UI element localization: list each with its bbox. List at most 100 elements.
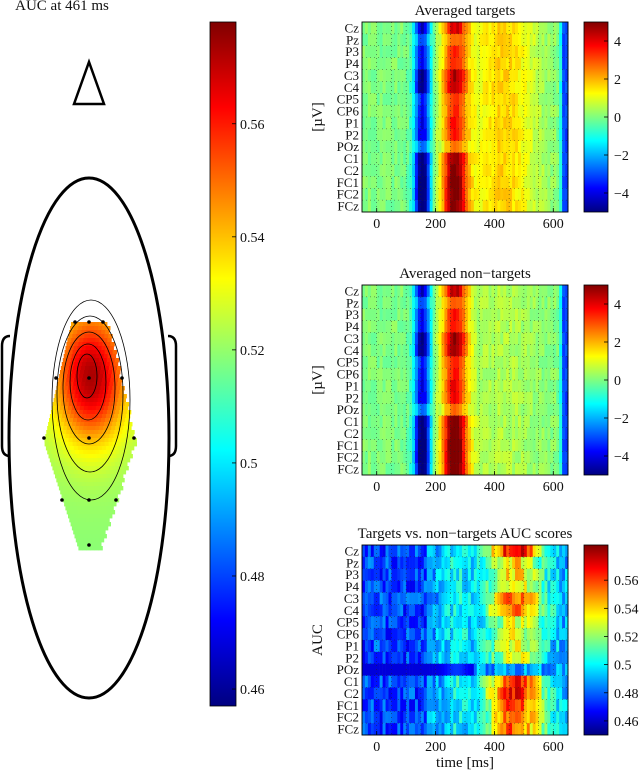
heatmap-cell <box>467 81 472 94</box>
topomap-cell <box>106 358 112 363</box>
heatmap-cell <box>423 93 428 106</box>
heatmap-cell <box>376 640 380 653</box>
heatmap-cell <box>400 463 404 476</box>
heatmap-cell <box>444 663 448 676</box>
heatmap-cell <box>420 105 425 118</box>
heatmap-cell <box>435 320 439 333</box>
heatmap-cell <box>432 663 436 676</box>
topomap-cell <box>53 398 58 403</box>
heatmap-cell <box>391 545 395 558</box>
topomap-cell <box>60 438 65 443</box>
topomap-cell <box>69 414 75 419</box>
heatmap-cell <box>488 57 492 70</box>
topomap-cell <box>93 518 98 523</box>
heatmap-cell <box>417 640 422 653</box>
heatmap-cell <box>364 545 369 558</box>
heatmap-cell <box>385 427 389 440</box>
heatmap-cell <box>512 711 516 724</box>
heatmap-cell <box>397 152 401 165</box>
heatmap-cell <box>429 320 433 333</box>
heatmap-cell <box>403 463 407 476</box>
topomap-cell <box>88 422 93 427</box>
heatmap-cell <box>485 651 489 665</box>
heatmap-cell <box>435 391 439 405</box>
heatmap-cell <box>441 628 445 641</box>
heatmap-cell <box>362 356 366 369</box>
heatmap-cell <box>515 427 519 440</box>
heatmap-cell <box>364 164 369 177</box>
topomap-cell <box>100 350 105 355</box>
heatmap-cell <box>491 356 495 369</box>
heatmap-cell <box>417 451 422 464</box>
heatmap-cell <box>476 640 481 653</box>
topomap-cell <box>94 378 99 383</box>
heatmap-cell <box>444 332 448 345</box>
topomap-cell <box>76 422 81 427</box>
heatmap-cell <box>362 545 366 558</box>
heatmap-cell <box>397 176 401 189</box>
topomap-cell <box>97 382 102 387</box>
heatmap-cell <box>565 439 569 452</box>
heatmap-cell <box>414 22 419 35</box>
heatmap-cell <box>517 45 522 58</box>
topomap-cell <box>86 326 91 331</box>
heatmap-cell <box>447 545 451 558</box>
heatmap-cell <box>406 128 410 142</box>
heatmap-cell <box>485 427 489 440</box>
heatmap-cell <box>482 164 486 177</box>
heatmap-cell <box>459 57 463 70</box>
heatmap-cell <box>526 592 531 605</box>
heatmap-cell <box>420 391 425 405</box>
topomap-cell <box>71 374 76 379</box>
heatmap-cell <box>412 415 416 428</box>
heatmap-cell <box>515 296 519 310</box>
heatmap-cell <box>565 592 569 605</box>
heatmap-cell <box>414 368 419 381</box>
heatmap-cell <box>385 45 389 58</box>
heatmap-cell <box>435 308 439 321</box>
heatmap-cell <box>517 568 522 581</box>
heatmap-cell <box>391 320 395 333</box>
heatmap-cell <box>429 415 433 428</box>
topomap-cell <box>84 370 89 375</box>
heatmap-cell <box>453 308 457 321</box>
heatmap-cell <box>435 81 439 94</box>
heatmap-cell <box>414 592 419 605</box>
heatmap-cell <box>456 332 460 345</box>
heatmap-cell <box>420 380 425 393</box>
heatmap-cell <box>409 140 413 153</box>
topomap-cell <box>87 450 92 455</box>
heatmap-cell <box>541 57 545 70</box>
topomap-cell <box>106 394 111 399</box>
topomap-cell <box>63 390 68 395</box>
heatmap-cell <box>467 723 472 736</box>
topomap-cell <box>95 354 101 359</box>
topomap-cell <box>107 390 112 395</box>
heatmap-cell <box>414 580 419 593</box>
topomap-cell <box>113 362 119 367</box>
heatmap-cell <box>473 176 478 189</box>
topomap-cell <box>74 522 79 527</box>
heatmap-cell <box>391 711 395 724</box>
heatmap-cell <box>529 69 533 82</box>
topomap-cell <box>112 490 117 495</box>
topomap-cell <box>56 386 61 391</box>
heatmap-cell <box>556 711 560 724</box>
heatmap-cell <box>462 380 466 393</box>
heatmap-cell <box>562 308 566 321</box>
heatmap-cell <box>376 69 380 82</box>
heatmap-cell <box>485 320 489 333</box>
heatmap-cell <box>535 640 539 653</box>
heatmap-cell <box>412 368 416 381</box>
topomap-cell <box>73 518 78 523</box>
heatmap-cell <box>409 356 413 369</box>
heatmap-cell <box>397 439 401 452</box>
heatmap-cell <box>456 176 460 189</box>
heatmap-cell <box>406 22 410 35</box>
topomap-cell <box>74 326 79 331</box>
topomap-cell <box>53 458 59 463</box>
topomap-cell <box>89 542 94 547</box>
heatmap-cell <box>476 675 481 688</box>
topomap-cell <box>117 414 123 419</box>
heatmap-cell <box>438 128 442 142</box>
